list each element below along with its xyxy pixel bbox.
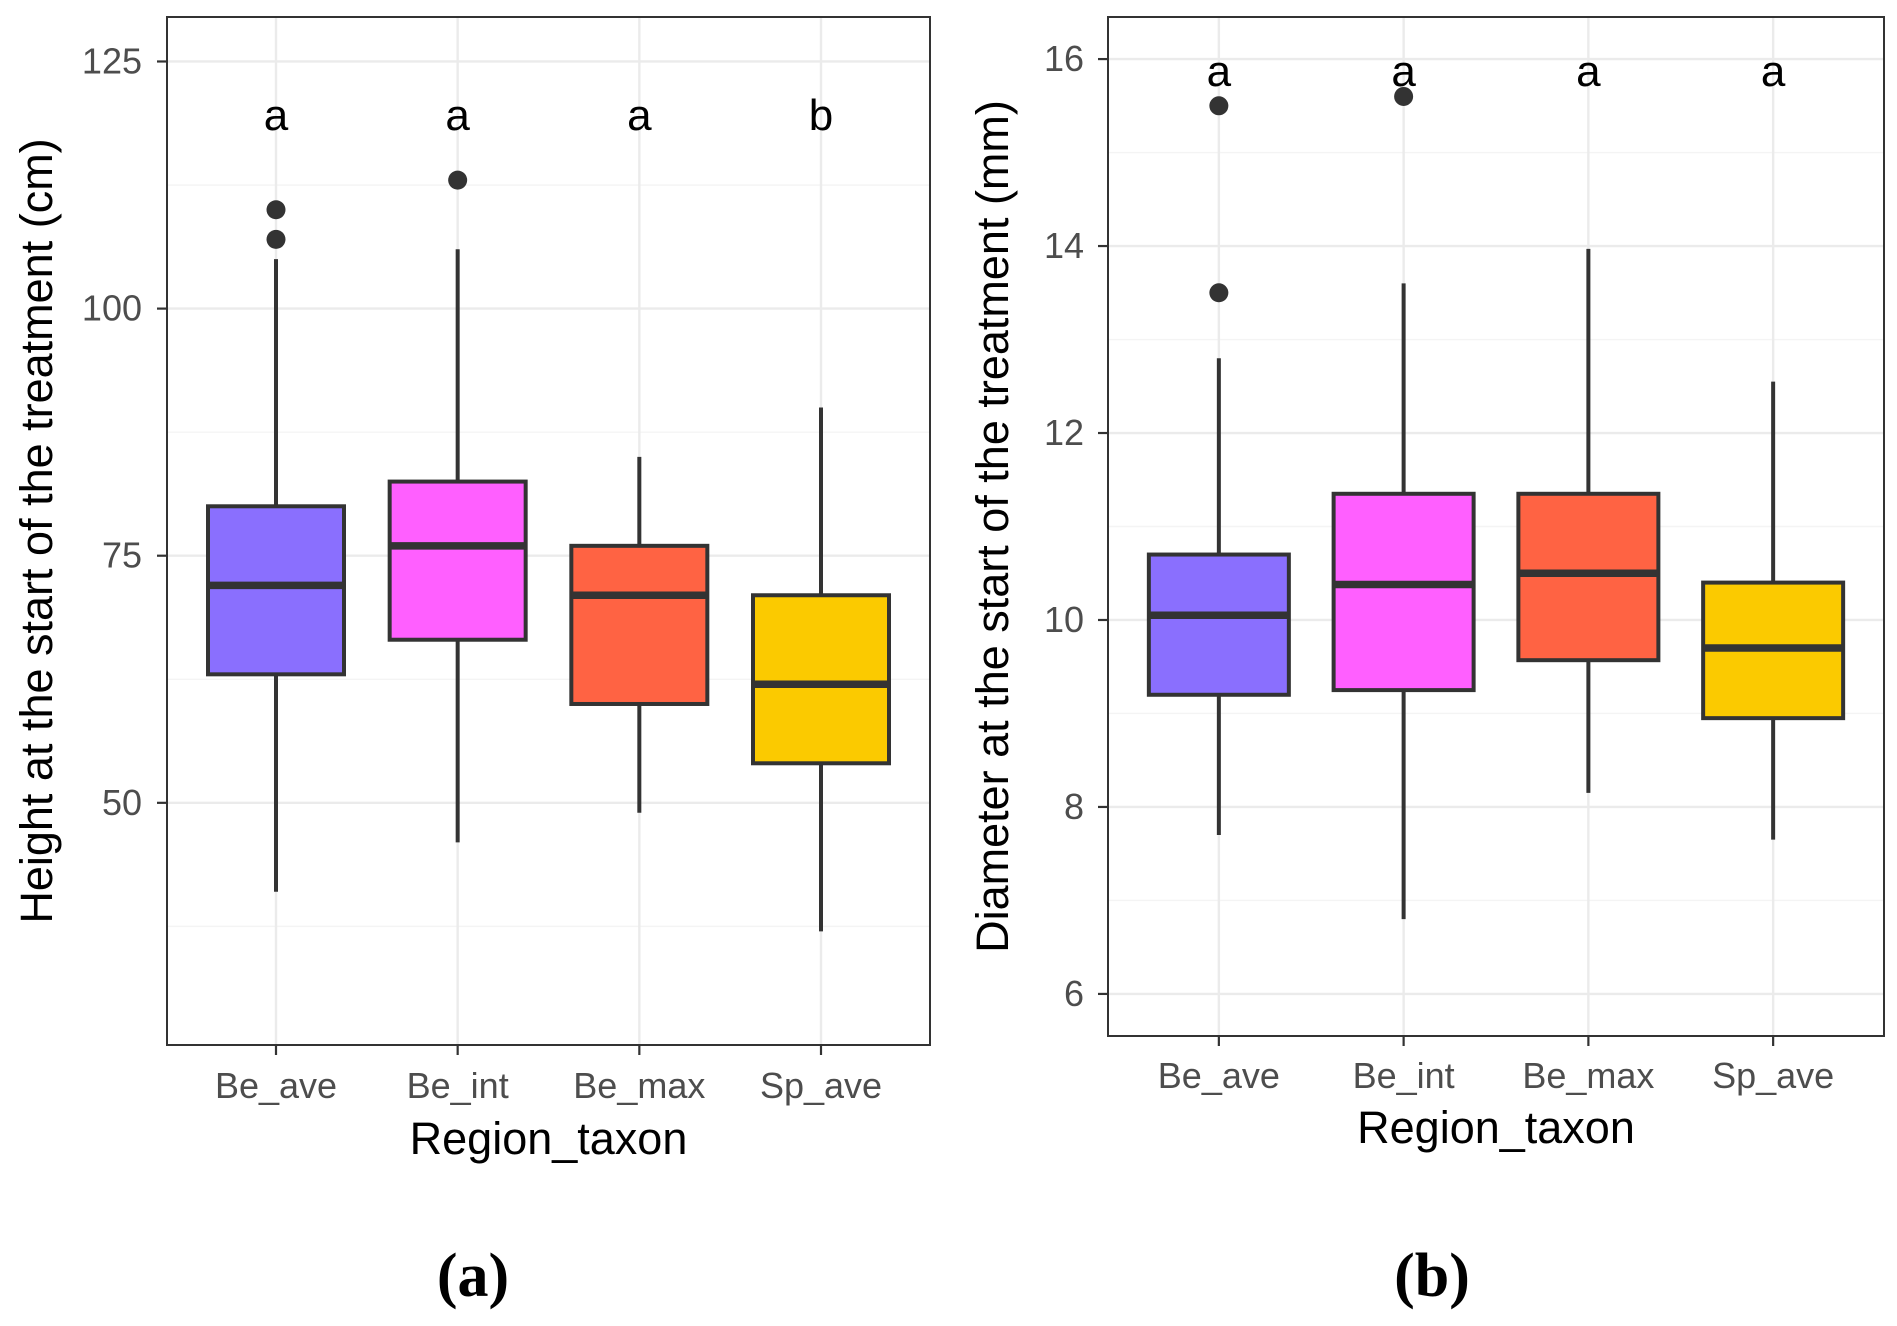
outlier-point xyxy=(448,170,468,190)
y-axis-title: Height at the start of the treatment (cm… xyxy=(11,138,62,923)
iqr-box xyxy=(1331,491,1476,693)
significance-letter: a xyxy=(264,91,289,140)
outlier-point xyxy=(266,229,286,249)
iqr-box xyxy=(206,504,346,677)
box-group-Sp_ave xyxy=(1701,381,1846,840)
x-tick-label: Be_int xyxy=(1353,1055,1455,1096)
x-tick-label: Be_ave xyxy=(215,1065,337,1106)
box-group-Be_max xyxy=(1516,248,1661,793)
y-tick-label: 14 xyxy=(1044,225,1084,266)
y-axis-title: Diameter at the start of the treatment (… xyxy=(967,100,1018,953)
iqr-box xyxy=(1146,552,1291,697)
x-axis-title: Region_taxon xyxy=(1357,1102,1635,1153)
x-tick-label: Sp_ave xyxy=(760,1065,882,1106)
y-tick-label: 10 xyxy=(1044,599,1084,640)
x-tick-label: Be_int xyxy=(407,1065,509,1106)
y-tick-label: 125 xyxy=(82,40,142,81)
box-group-Be_ave xyxy=(1146,96,1291,836)
panel-border xyxy=(166,16,931,1046)
box-group-Be_max xyxy=(569,456,710,813)
significance-letter: a xyxy=(1207,47,1232,96)
box-group-Sp_ave xyxy=(751,407,891,932)
panel-border xyxy=(1107,16,1885,1037)
significance-letter: b xyxy=(809,91,833,140)
panel-b-diameter-boxplot: a a a a 6 8 10 12 14 16 Be_ave Be_int Be_max Sp_ave Re… xyxy=(967,16,1885,1310)
y-tick-label: 12 xyxy=(1044,412,1084,453)
y-tick-label: 6 xyxy=(1064,973,1084,1014)
panel-a-height-boxplot: a a a b 50 75 100 125 Be_ave Be_int Be_max Sp_ave Re… xyxy=(11,16,931,1310)
iqr-box xyxy=(387,479,528,642)
significance-letter: a xyxy=(1576,47,1601,96)
iqr-box xyxy=(751,593,891,766)
box-group-Be_int xyxy=(1331,86,1476,920)
outlier-point xyxy=(1209,96,1229,116)
outlier-point xyxy=(1209,283,1229,303)
iqr-box xyxy=(569,543,710,706)
x-tick-label: Be_max xyxy=(1522,1055,1654,1096)
significance-letter: a xyxy=(1761,47,1786,96)
significance-letter: a xyxy=(627,91,652,140)
box-group-Be_int xyxy=(387,170,528,843)
y-tick-label: 16 xyxy=(1044,38,1084,79)
x-tick-label: Be_ave xyxy=(1158,1055,1280,1096)
y-tick-label: 75 xyxy=(102,535,142,576)
x-tick-label: Be_max xyxy=(573,1065,705,1106)
outlier-point xyxy=(1394,86,1414,106)
significance-letter: a xyxy=(1391,47,1416,96)
significance-letter: a xyxy=(445,91,470,140)
y-tick-label: 50 xyxy=(102,782,142,823)
outlier-point xyxy=(266,200,286,220)
y-tick-label: 8 xyxy=(1064,786,1084,827)
x-tick-label: Sp_ave xyxy=(1712,1055,1834,1096)
box-group-Be_ave xyxy=(206,200,346,892)
subfigure-label: (a) xyxy=(437,1242,509,1310)
y-tick-label: 100 xyxy=(82,288,142,329)
subfigure-label: (b) xyxy=(1394,1242,1470,1310)
x-axis-title: Region_taxon xyxy=(410,1113,688,1164)
